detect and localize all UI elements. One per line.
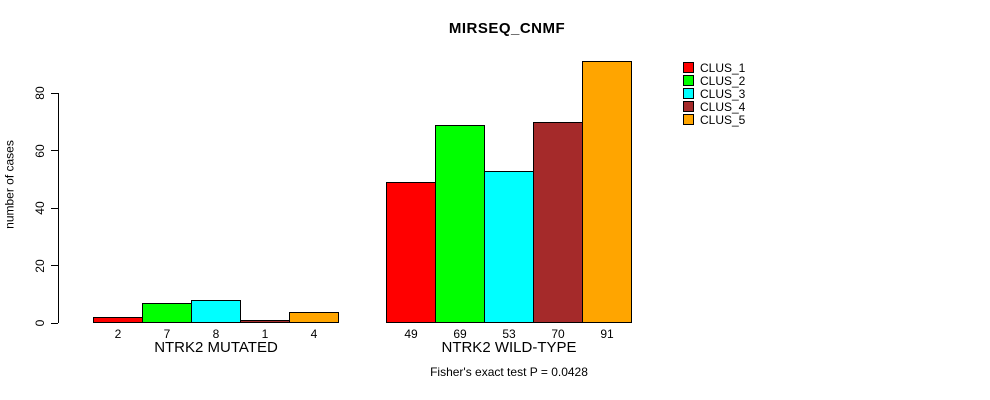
- y-tick-label: 40: [33, 201, 47, 215]
- bar-CLUS_5-group1: [289, 311, 339, 323]
- legend-swatch-CLUS_1: [683, 62, 694, 73]
- bar-CLUS_1-group1: [93, 317, 143, 323]
- bar-CLUS_4-group1: [240, 320, 290, 323]
- y-tick-label: 0: [33, 319, 47, 327]
- legend-swatch-CLUS_2: [683, 75, 694, 86]
- chart-title: MIRSEQ_CNMF: [448, 20, 566, 37]
- bar-CLUS_2-group1: [142, 302, 192, 323]
- legend-item-CLUS_5: CLUS_5: [683, 112, 746, 127]
- bar-value-label: 70: [551, 327, 565, 341]
- legend-swatch-CLUS_3: [683, 88, 694, 99]
- bar-CLUS_4-group2: [533, 121, 583, 323]
- legend-label: CLUS_2: [700, 73, 746, 88]
- bar-CLUS_5-group2: [582, 61, 632, 323]
- bar-value-label: 4: [310, 327, 318, 341]
- bar-CLUS_3-group1: [191, 300, 241, 323]
- legend-item-CLUS_3: CLUS_3: [683, 86, 746, 101]
- legend-swatch-CLUS_4: [683, 101, 694, 112]
- x-category-label: NTRK2 MUTATED: [154, 339, 278, 356]
- y-tick-label: 20: [33, 258, 47, 273]
- bar-value-label: 1: [261, 327, 269, 341]
- bar-value-label: 53: [502, 327, 516, 341]
- bar-value-label: 8: [212, 327, 220, 341]
- legend-label: CLUS_1: [700, 60, 746, 75]
- bar-CLUS_2-group2: [435, 124, 485, 323]
- legend-swatch-CLUS_5: [683, 114, 694, 125]
- y-tick: [51, 207, 58, 209]
- x-category-label: NTRK2 WILD-TYPE: [441, 339, 577, 356]
- y-axis-line: [58, 93, 59, 323]
- bar-value-label: 49: [404, 327, 418, 341]
- bar-CLUS_1-group2: [386, 182, 436, 323]
- legend-item-CLUS_4: CLUS_4: [683, 99, 746, 114]
- y-tick: [51, 150, 58, 151]
- bar-value-label: 91: [600, 327, 614, 341]
- legend-label: CLUS_3: [700, 86, 746, 101]
- legend-label: CLUS_5: [700, 112, 746, 127]
- legend-label: CLUS_4: [700, 99, 746, 114]
- bar-value-label: 69: [453, 327, 467, 341]
- legend-item-CLUS_2: CLUS_2: [683, 73, 746, 88]
- y-tick-label: 60: [33, 143, 47, 158]
- y-tick: [51, 265, 58, 266]
- caption-text: Fisher's exact test P = 0.0428: [430, 365, 588, 379]
- y-tick-label: 80: [33, 86, 47, 100]
- bar-CLUS_3-group2: [484, 170, 534, 323]
- bar-value-label: 7: [163, 327, 171, 341]
- y-tick: [51, 322, 58, 324]
- y-tick: [51, 92, 58, 94]
- bar-value-label: 2: [114, 327, 122, 341]
- legend: CLUS_1 CLUS_2 CLUS_3 CLUS_4 CLUS_5: [683, 62, 803, 132]
- legend-item-CLUS_1: CLUS_1: [683, 60, 746, 75]
- y-axis-title: number of cases: [2, 140, 17, 229]
